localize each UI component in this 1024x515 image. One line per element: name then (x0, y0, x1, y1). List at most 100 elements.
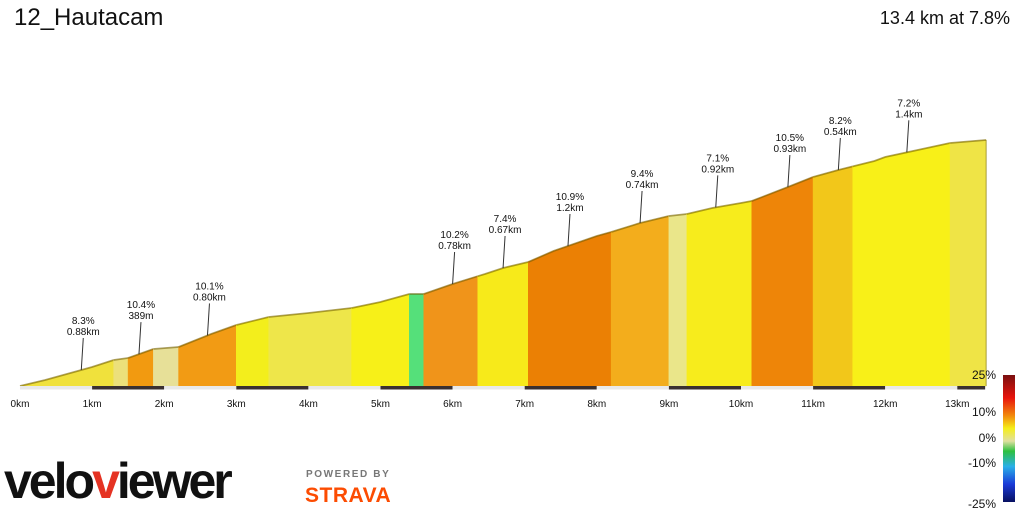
annotation-leader-5 (502, 235, 506, 269)
profile-segment-9 (408, 293, 425, 387)
annotation-length-4: 0.78km (438, 241, 471, 252)
strava-wordmark: STRAVA (305, 484, 391, 507)
profile-segment-edge-7 (268, 307, 352, 318)
annotation-leader-3 (206, 303, 210, 336)
annotation-length-3: 0.80km (193, 292, 226, 303)
km-band-8 (596, 386, 669, 390)
profile-segment-18 (852, 142, 951, 387)
km-band-0 (20, 386, 93, 390)
veloviewer-logo: veloviewer (4, 452, 304, 513)
annotation-grade-5: 7.4% (494, 214, 517, 225)
annotation-length-5: 0.67km (489, 225, 522, 236)
x-tick-label: 0km (11, 399, 30, 410)
profile-segment-edge-5 (178, 324, 237, 348)
annotation-leader-7 (639, 190, 643, 224)
profile-segment-edge-8 (351, 293, 410, 309)
annotation-grade-3: 10.1% (195, 281, 223, 292)
km-band-11 (813, 386, 886, 390)
profile-segment-10 (423, 275, 479, 387)
annotation-grade-2: 10.4% (127, 300, 155, 311)
km-band-5 (380, 386, 453, 390)
gradient-scale-label: -25% (968, 497, 996, 511)
annotation-grade-4: 10.2% (440, 230, 468, 241)
annotation-leader-4 (452, 251, 456, 285)
profile-segment-2 (113, 357, 129, 387)
annotation-length-9: 0.93km (773, 144, 806, 155)
annotation-grade-6: 10.9% (556, 192, 584, 203)
km-band-2 (164, 386, 237, 390)
annotation-grade-8: 7.1% (706, 153, 729, 164)
powered-by-strava: POWERED BY STRAVA (305, 466, 425, 515)
profile-segment-4 (153, 346, 179, 387)
x-tick-label: 2km (155, 399, 174, 410)
km-band-4 (308, 386, 381, 390)
annotation-length-11: 1.4km (895, 109, 922, 120)
profile-segment-edge-2 (113, 357, 129, 361)
climb-summary: 13.4 km at 7.8% (879, 8, 1010, 28)
profile-segment-15 (686, 200, 753, 387)
annotation-length-1: 0.88km (67, 327, 100, 338)
annotation-leader-6 (567, 213, 571, 247)
annotation-length-10: 0.54km (824, 127, 857, 138)
profile-segment-17 (812, 166, 854, 387)
annotation-grade-10: 8.2% (829, 116, 852, 127)
annotation-leader-8 (715, 175, 719, 208)
profile-segment-edge-19 (950, 139, 987, 144)
x-tick-label: 3km (227, 399, 246, 410)
annotation-leader-1 (80, 337, 84, 371)
km-band-12 (885, 386, 958, 390)
x-tick-label: 8km (587, 399, 606, 410)
gradient-scale-label: -10% (968, 456, 996, 470)
gradient-scale-label: 0% (979, 431, 997, 445)
km-band-13 (957, 386, 986, 390)
km-band-1 (92, 386, 165, 390)
annotation-leader-11 (906, 120, 910, 153)
x-tick-label: 5km (371, 399, 390, 410)
profile-segment-6 (236, 316, 270, 387)
annotation-leader-10 (837, 137, 841, 171)
annotation-grade-1: 8.3% (72, 316, 95, 327)
km-band-6 (452, 386, 525, 390)
segment-annotations: 8.3%0.88km 10.4%389m 10.1%0.80km 10.2%0.78k… (67, 98, 922, 371)
profile-segment-8 (351, 293, 410, 387)
powered-by-label: POWERED BY (306, 469, 390, 480)
profile-segment-edge-14 (668, 213, 687, 217)
x-tick-label: 10km (729, 399, 753, 410)
annotation-grade-9: 10.5% (776, 133, 804, 144)
gradient-scale: 25% 10% 0% -10% -25% (968, 368, 1015, 511)
profile-segment-7 (268, 307, 353, 387)
profile-segment-edge-1 (19, 359, 114, 387)
profile-segment-13 (610, 215, 670, 387)
gradient-scale-label: 25% (972, 368, 996, 382)
x-tick-label: 13km (945, 399, 969, 410)
profile-segment-edge-17 (812, 165, 854, 178)
x-tick-label: 11km (801, 399, 825, 410)
profile-segment-edge-4 (153, 346, 179, 350)
profile-segment-14 (668, 213, 688, 387)
profile-segment-11 (477, 261, 529, 387)
chart-title: 12_Hautacam (14, 4, 164, 31)
x-tick-label: 7km (515, 399, 534, 410)
profile-segment-16 (751, 176, 814, 387)
profile-segment-19 (949, 139, 987, 387)
annotation-grade-7: 9.4% (631, 169, 654, 180)
annotation-leader-2 (138, 322, 142, 355)
profile-segments (19, 139, 987, 387)
profile-segment-edge-11 (477, 261, 529, 278)
profile-segment-edge-6 (236, 316, 269, 326)
annotation-length-8: 0.92km (701, 164, 734, 175)
x-tick-label: 9km (659, 399, 678, 410)
profile-segment-3 (127, 348, 154, 387)
profile-segment-12 (527, 231, 612, 387)
annotation-length-6: 1.2km (556, 203, 583, 214)
profile-segment-edge-3 (127, 348, 154, 359)
gradient-scale-label: 10% (972, 405, 996, 419)
x-axis: 0km 1km 2km 3km 4km 5km 6km 7km 8km 9km 10km 11km 12… (11, 386, 986, 410)
profile-segment-edge-12 (527, 231, 612, 263)
annotation-grade-11: 7.2% (897, 98, 920, 109)
x-tick-label: 4km (299, 399, 318, 410)
km-band-9 (668, 386, 741, 390)
gradient-scale-bar (1003, 375, 1015, 502)
profile-segment-edge-18 (852, 142, 951, 168)
